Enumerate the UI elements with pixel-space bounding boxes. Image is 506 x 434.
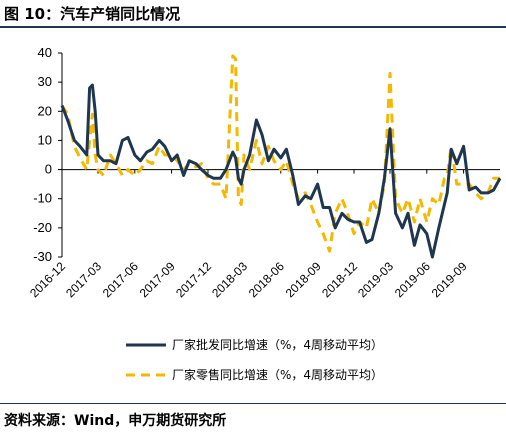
- y-tick-label: 20: [38, 103, 52, 118]
- x-tick-label: 2017-06: [100, 259, 141, 300]
- y-tick-label: 0: [45, 162, 52, 177]
- legend-label: 厂家批发同比增速（%，4周移动平均）: [172, 337, 383, 352]
- series-retail-line: [60, 54, 500, 253]
- y-axis: 40 30 20 10 0 -10 -20 -30: [33, 45, 63, 264]
- figure-title: 图 10：汽车产销同比情况: [4, 5, 181, 23]
- x-tick-label: 2019-03: [355, 259, 396, 300]
- legend: 厂家批发同比增速（%，4周移动平均） 厂家零售同比增速（%，4周移动平均）: [126, 337, 383, 382]
- x-tick-label: 2017-03: [63, 259, 104, 300]
- title-rule: [0, 26, 506, 28]
- x-tick-label: 2019-06: [392, 259, 433, 300]
- x-tick-label: 2018-12: [319, 259, 360, 300]
- x-tick-label: 2017-12: [173, 259, 214, 300]
- y-tick-label: 40: [38, 45, 52, 60]
- source-note: 资料来源：Wind，申万期货研究所: [4, 413, 227, 429]
- y-tick-label: -30: [33, 249, 52, 264]
- x-axis: 2016-122017-032017-062017-092017-122018-…: [27, 169, 500, 300]
- line-chart: 40 30 20 10 0 -10 -20 -30 2016-122017-032017-06…: [27, 45, 502, 382]
- x-tick-label: 2016-12: [27, 259, 68, 300]
- x-tick-label: 2017-09: [137, 259, 178, 300]
- x-tick-label: 2018-09: [283, 259, 324, 300]
- y-tick-label: 10: [38, 132, 52, 147]
- y-tick-label: -20: [33, 220, 52, 235]
- series-layer: [60, 54, 502, 259]
- x-tick-label: 2018-06: [246, 259, 287, 300]
- x-tick-label: 2019-09: [429, 259, 470, 300]
- y-tick-label: -10: [33, 191, 52, 206]
- series-wholesale-line: [60, 83, 502, 259]
- y-tick-label: 30: [38, 74, 52, 89]
- source-rule: [0, 403, 506, 404]
- x-tick-label: 2018-03: [209, 259, 250, 300]
- legend-label: 厂家零售同比增速（%，4周移动平均）: [172, 367, 383, 382]
